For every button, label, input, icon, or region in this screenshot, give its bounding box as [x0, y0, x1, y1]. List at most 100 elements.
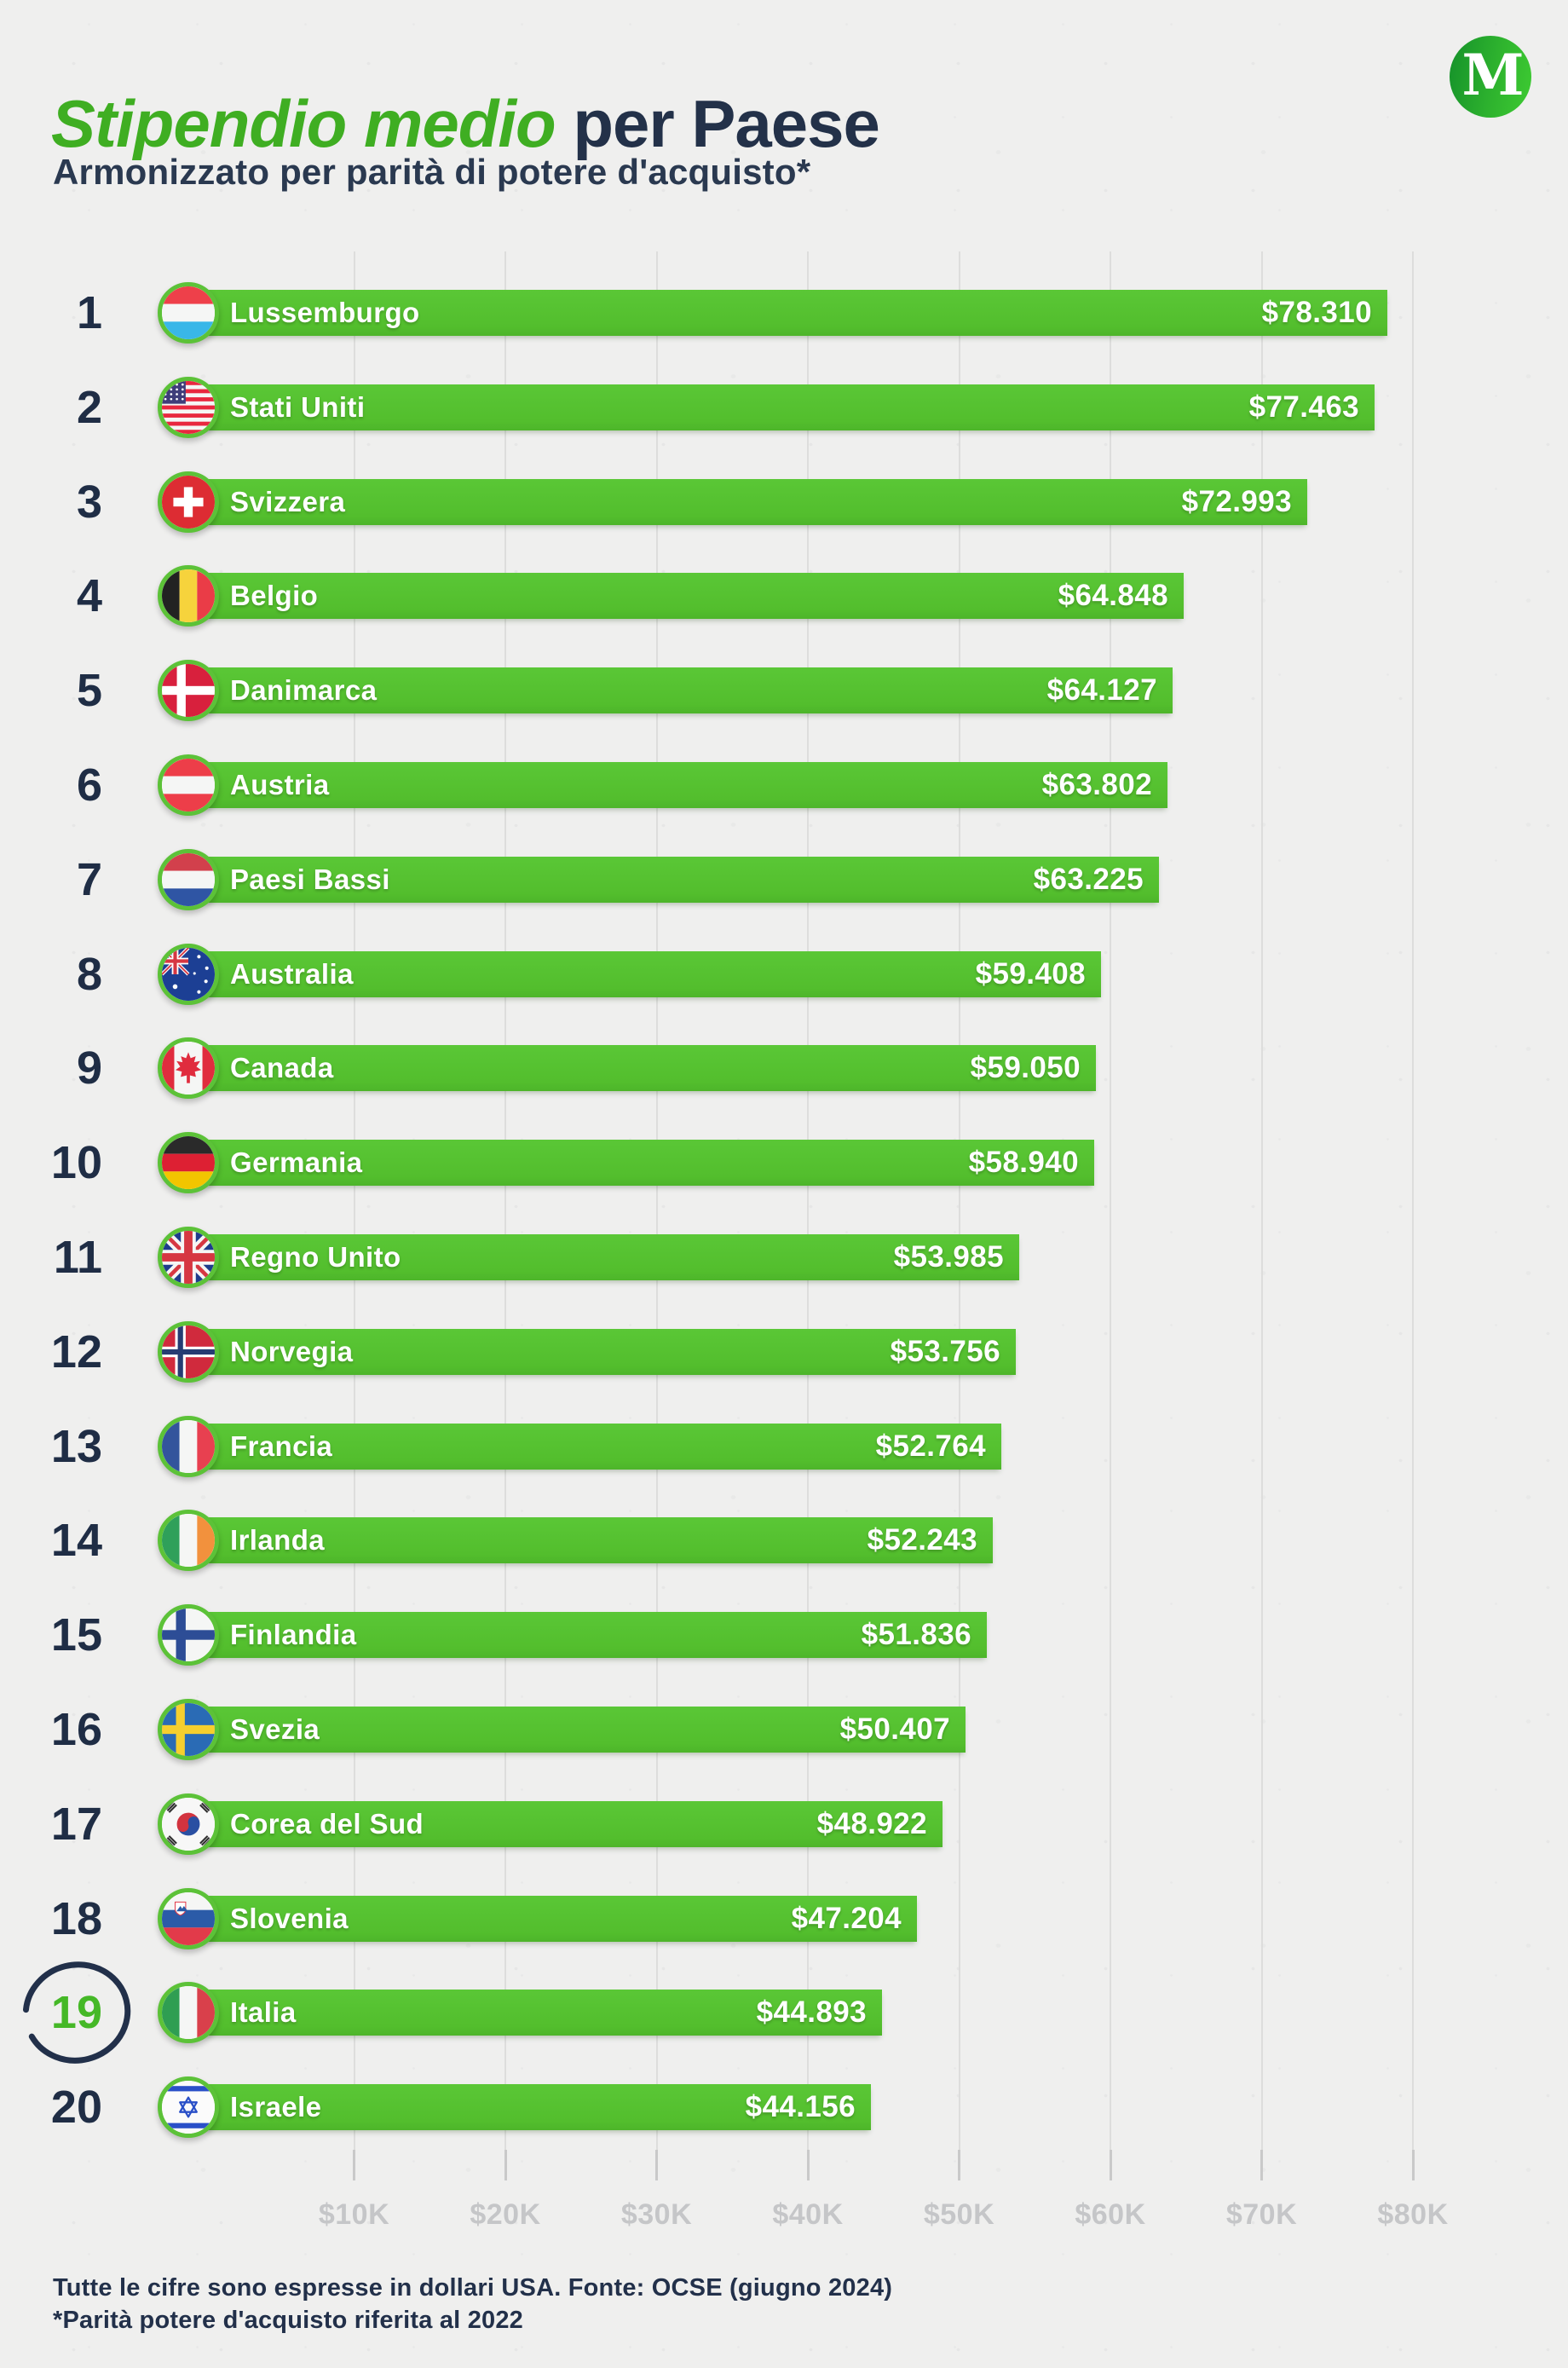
value-label: $63.802 [1041, 768, 1152, 801]
gridline-$40K [807, 251, 809, 2180]
axis-tick-$30K [655, 2150, 658, 2180]
rank-label: 1 [76, 287, 102, 338]
rank-label: 6 [76, 759, 102, 811]
value-label: $64.848 [1058, 579, 1168, 613]
country-label: Irlanda [230, 1524, 326, 1557]
value-bar: Svizzera $72.993 [203, 478, 1307, 525]
footer-ppp-note: *Parità potere d'acquisto riferita al 20… [53, 2307, 524, 2334]
flag-fr-icon [158, 1415, 219, 1477]
value-label: $44.893 [756, 1995, 867, 2030]
axis-tick-label: $40K [772, 2198, 844, 2231]
value-bar: Slovenia $47.204 [203, 1895, 917, 1942]
rank-label: 14 [50, 1515, 102, 1567]
value-bar: Danimarca $64.127 [203, 667, 1173, 714]
rank-label: 5 [76, 665, 102, 717]
country-label: Austria [230, 769, 330, 800]
rank-label: 8 [76, 948, 102, 1000]
value-label: $53.985 [893, 1240, 1004, 1274]
value-bar: Stati Uniti $77.463 [203, 384, 1375, 430]
flag-ca-icon [158, 1037, 219, 1100]
rank-label: 9 [76, 1042, 102, 1094]
country-label: Corea del Sud [230, 1807, 424, 1840]
value-label: $72.993 [1181, 484, 1292, 518]
country-label: Norvegia [230, 1335, 354, 1367]
value-bar: Germania $58.940 [203, 1140, 1094, 1187]
rank-label: 16 [50, 1704, 102, 1755]
gridline-$70K [1260, 251, 1263, 2180]
flag-gb-icon [158, 1227, 219, 1288]
gridline-$50K [958, 251, 960, 2180]
country-label: Svezia [230, 1713, 320, 1745]
country-label: Svizzera [230, 485, 346, 517]
value-label: $52.243 [867, 1523, 977, 1557]
value-bar: Francia $52.764 [203, 1423, 1001, 1470]
gridline-$80K [1412, 251, 1414, 2180]
flag-de-icon [158, 1132, 219, 1194]
rank-label: 11 [53, 1232, 102, 1283]
rank-label: 18 [50, 1892, 102, 1944]
value-bar: Norvegia $53.756 [203, 1328, 1016, 1375]
flag-se-icon [158, 1699, 219, 1760]
axis-tick-label: $60K [1075, 2198, 1146, 2231]
country-label: Finlandia [230, 1619, 357, 1651]
flag-il-icon [158, 2076, 219, 2139]
value-bar: Svezia $50.407 [203, 1707, 966, 1753]
country-label: Australia [230, 957, 354, 990]
value-label: $77.463 [1248, 390, 1359, 424]
value-bar: Corea del Sud $48.922 [203, 1800, 943, 1847]
rank-label: 19 [50, 1987, 102, 2039]
axis-tick-$60K [1109, 2150, 1112, 2180]
axis-tick-label: $70K [1225, 2198, 1298, 2231]
country-label: Danimarca [230, 674, 378, 707]
country-label: Paesi Bassi [230, 863, 390, 895]
value-label: $78.310 [1261, 296, 1372, 329]
value-bar: Regno Unito $53.985 [203, 1234, 1019, 1280]
rank-label: 15 [50, 1609, 102, 1661]
value-label: $52.764 [875, 1429, 986, 1463]
gridline-$60K [1110, 251, 1111, 2180]
value-bar: Paesi Bassi $63.225 [203, 856, 1159, 903]
flag-be-icon [158, 565, 219, 627]
country-label: Italia [230, 1996, 297, 2029]
value-bar: Lussemburgo $78.310 [203, 290, 1387, 336]
value-bar: Israele $44.156 [203, 2084, 871, 2131]
rank-label: 13 [50, 1420, 102, 1472]
country-label: Israele [230, 2091, 322, 2123]
flag-us-icon [158, 376, 219, 438]
flag-no-icon [158, 1320, 219, 1383]
flag-at-icon [158, 754, 219, 816]
value-label: $48.922 [816, 1806, 927, 1840]
value-label: $51.836 [861, 1618, 971, 1652]
rank-label: 10 [50, 1137, 102, 1189]
flag-au-icon [158, 943, 219, 1005]
page-subtitle: Armonizzato per parità di potere d'acqui… [53, 152, 811, 192]
value-bar: Canada $59.050 [203, 1045, 1096, 1092]
axis-tick-label: $50K [923, 2198, 995, 2231]
value-bar: Finlandia $51.836 [203, 1612, 987, 1659]
page-title: Stipendio medio per Paese [51, 85, 880, 163]
value-label: $59.050 [970, 1051, 1081, 1085]
flag-it-icon [158, 1982, 219, 2044]
page-title-rest: per Paese [555, 86, 880, 162]
flag-ie-icon [158, 1510, 219, 1572]
axis-tick-$20K [504, 2150, 507, 2180]
country-label: Lussemburgo [230, 297, 420, 328]
country-label: Francia [230, 1429, 333, 1462]
footer-source-note: Tutte le cifre sono espresse in dollari … [53, 2274, 893, 2302]
axis-tick-label: $80K [1377, 2198, 1449, 2231]
gridline-$20K [504, 251, 506, 2180]
axis-tick-$10K [353, 2150, 355, 2180]
gridline-$30K [655, 251, 658, 2180]
axis-tick-label: $20K [470, 2198, 541, 2231]
country-label: Stati Uniti [230, 390, 366, 423]
flag-fi-icon [158, 1604, 219, 1666]
brand-logo-letter: M [1461, 42, 1525, 108]
value-bar: Australia $59.408 [203, 950, 1101, 997]
axis-tick-$80K [1411, 2150, 1415, 2180]
value-label: $64.127 [1046, 673, 1157, 708]
country-label: Regno Unito [230, 1241, 401, 1273]
value-label: $58.940 [968, 1146, 1079, 1180]
value-label: $63.225 [1033, 862, 1144, 896]
axis-tick-label: $30K [620, 2198, 693, 2231]
